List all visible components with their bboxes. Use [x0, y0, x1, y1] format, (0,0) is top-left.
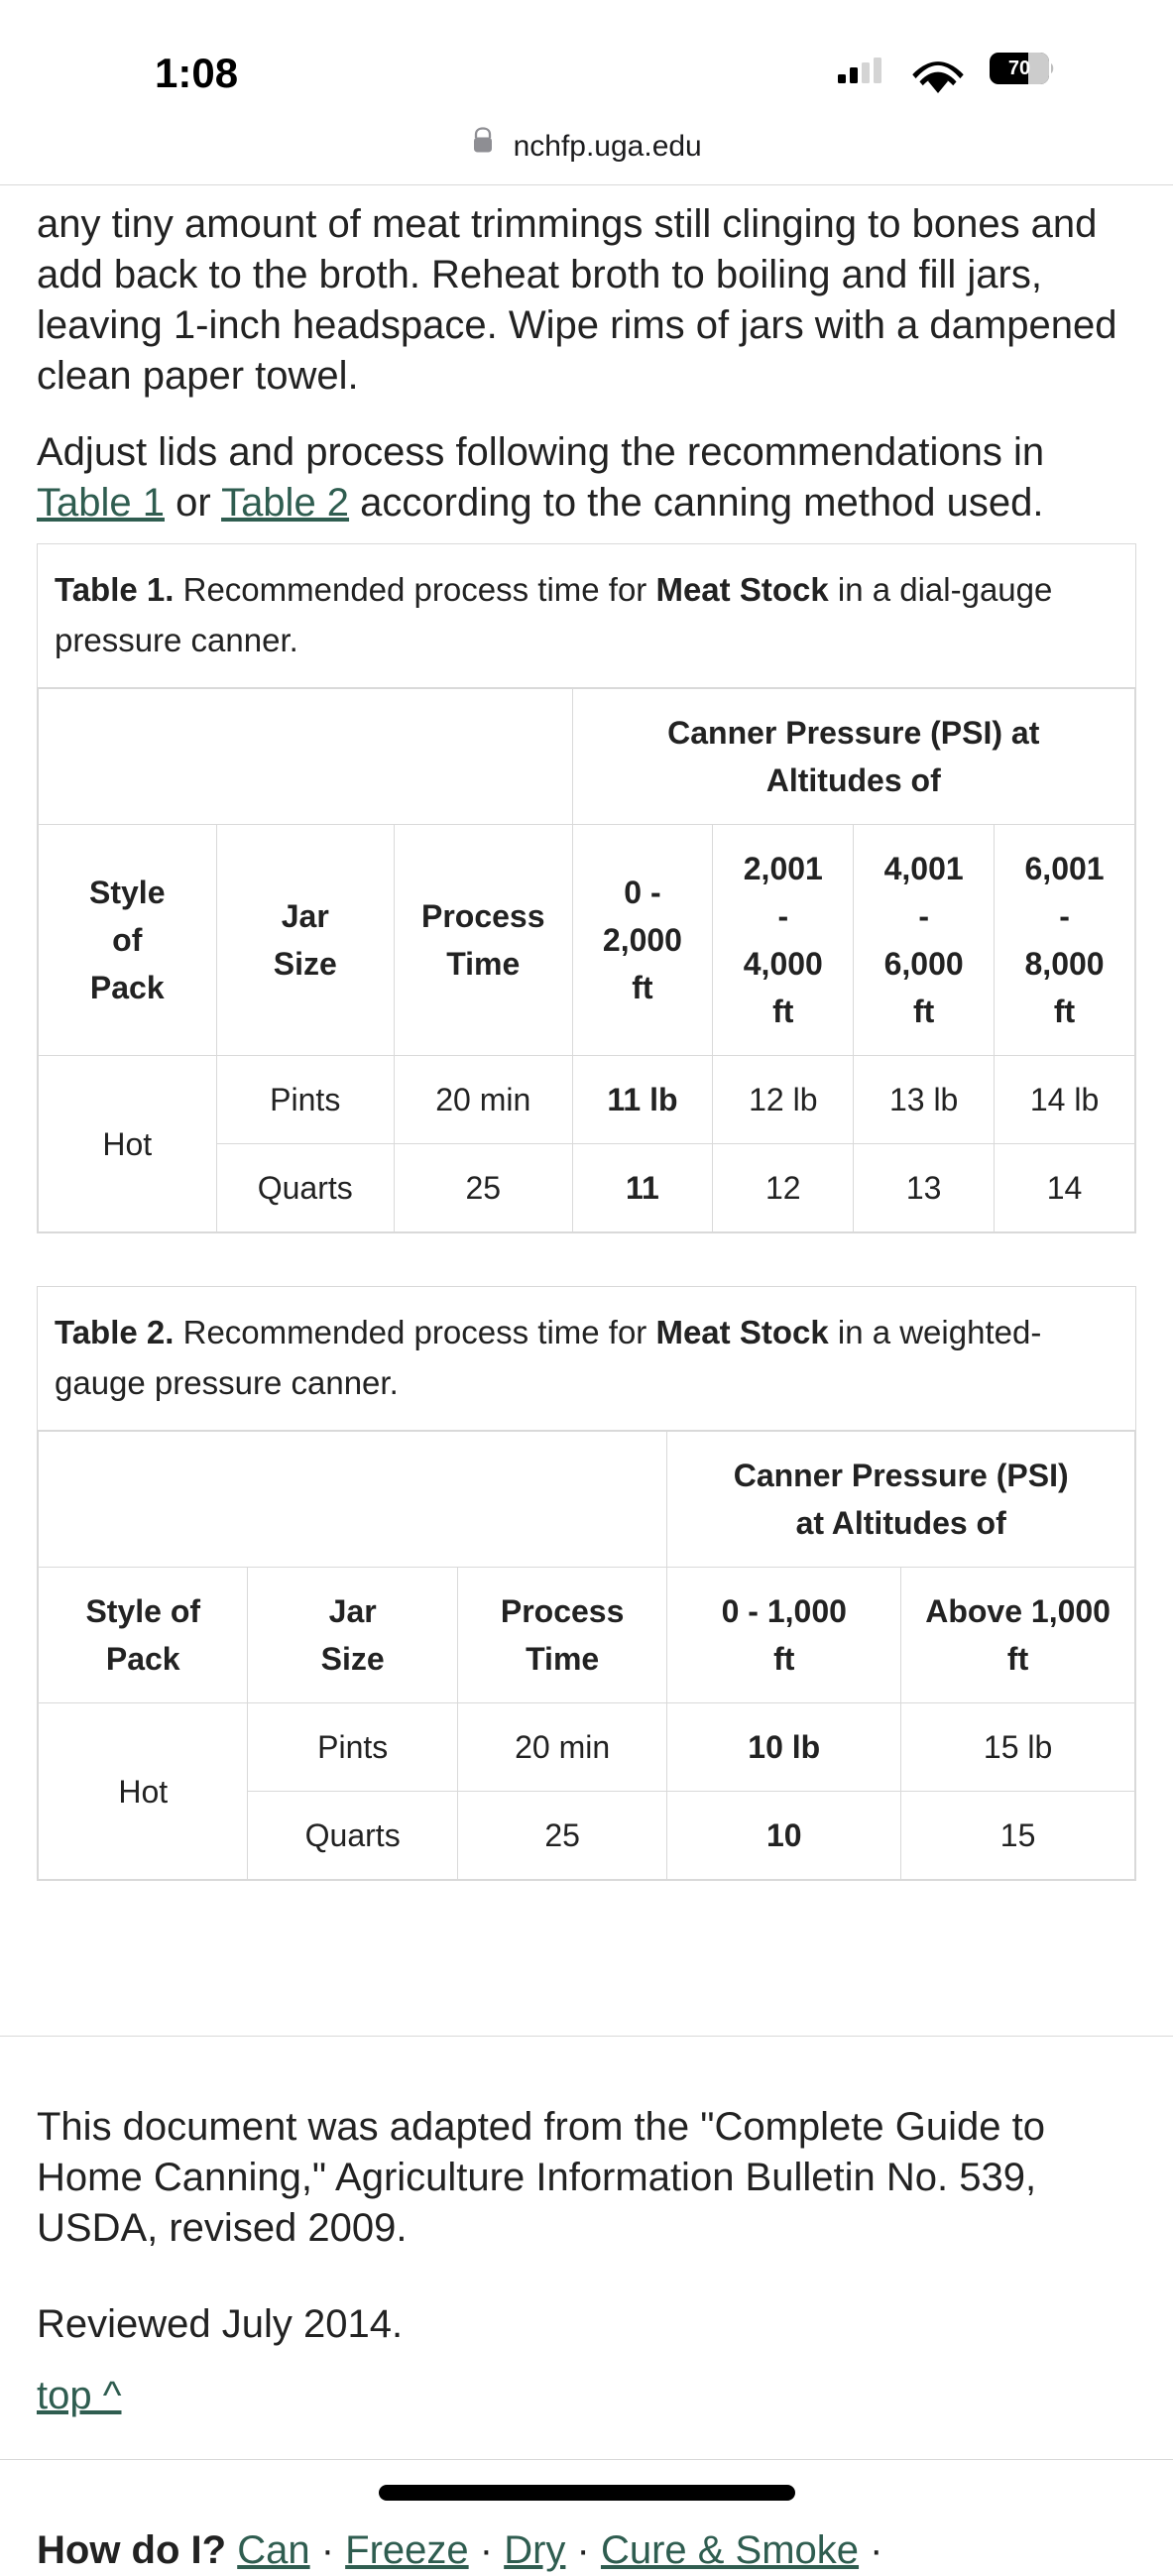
svg-text:70: 70: [1008, 58, 1030, 79]
